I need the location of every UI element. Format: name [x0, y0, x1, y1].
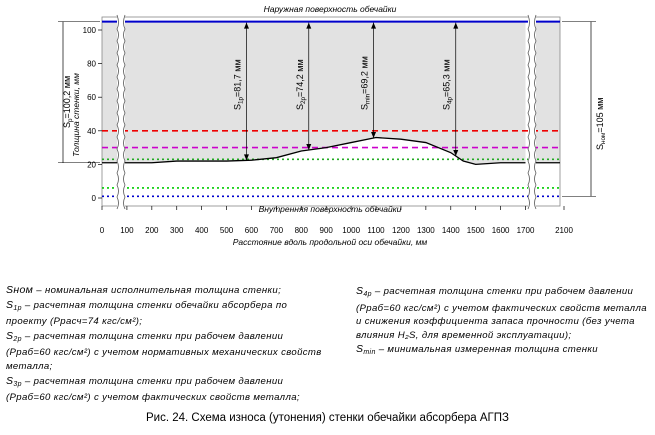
thickness-label-1p: S1p=81,7 мм — [232, 59, 244, 110]
legend-item-s1p: S1p – расчетная толщина стенки обечайки … — [6, 298, 288, 328]
x-tick-label: 1600 — [492, 226, 510, 235]
y-tick-label: 40 — [87, 127, 96, 136]
x-tick-label: 1500 — [467, 226, 485, 235]
x-tick-label: 0 — [100, 226, 105, 235]
y-axis-label: Толщина стенки, мм — [71, 73, 81, 157]
axis-break-edge — [123, 14, 126, 210]
arrowhead-icon — [371, 22, 377, 29]
legend-left: Sном – номинальная исполнительная толщин… — [6, 284, 324, 406]
arrowhead-icon — [453, 150, 459, 156]
x-tick-label: 300 — [170, 226, 184, 235]
inner-surface-title: Внутренняя поверхность обечайки — [259, 204, 402, 214]
right-dimension-label: Sном=105 мм — [595, 98, 607, 150]
x-tick-label: 100 — [120, 226, 134, 235]
wall-region-right — [536, 21, 560, 163]
legend-item-snom: Sном – номинальная исполнительная толщин… — [6, 284, 282, 296]
outer-surface-title: Наружная поверхность обечайки — [264, 4, 397, 14]
arrowhead-icon — [371, 132, 377, 139]
axis-break-edge — [527, 14, 530, 210]
axis-break-2 — [528, 15, 536, 208]
x-tick-label: 200 — [145, 226, 159, 235]
x-tick-label: 600 — [245, 226, 259, 235]
x-tick-label: 900 — [320, 226, 334, 235]
y-tick-label: 0 — [92, 194, 97, 203]
x-tick-label: 1700 — [517, 226, 535, 235]
x-tick-label: 2100 — [555, 226, 573, 235]
legend-item-s3p: S3p – расчетная толщина стенки при рабоч… — [6, 374, 300, 404]
legend-item-smin: Smin – минимальная измеренная толщина ст… — [356, 343, 598, 357]
arrowhead-icon — [306, 143, 312, 150]
x-tick-label: 1300 — [417, 226, 435, 235]
arrowhead-icon — [306, 22, 312, 29]
left-dimension-label: Sp=100,2 мм — [62, 76, 74, 128]
arrowhead-icon — [243, 154, 249, 161]
x-tick-label: 1000 — [342, 226, 360, 235]
thickness-label-4p: S4p=65,3 мм — [442, 59, 454, 110]
x-tick-label: 1100 — [367, 226, 385, 235]
y-tick-label: 20 — [87, 160, 96, 169]
legend-item-s4p: S4p – расчетная толщина стенки при рабоч… — [356, 285, 647, 341]
arrowhead-icon — [453, 22, 459, 29]
y-tick-label: 80 — [87, 60, 96, 69]
x-tick-label: 400 — [195, 226, 209, 235]
x-tick-label: 1200 — [392, 226, 410, 235]
x-tick-label: 1400 — [442, 226, 460, 235]
x-tick-label: 500 — [220, 226, 234, 235]
axis-break-edge — [116, 14, 119, 210]
figure-caption: Рис. 24. Схема износа (утонения) стенки … — [146, 412, 509, 424]
thickness-label-min: Smin=69,2 мм — [360, 56, 372, 110]
axis-break-1 — [117, 15, 125, 208]
y-tick-label: 60 — [87, 93, 96, 102]
wall-region — [102, 21, 526, 165]
wall-profile-line — [102, 136, 526, 166]
thickness-label-2p: S2p=74,2 мм — [295, 59, 307, 110]
x-axis-label: Расстояние вдоль продольной оси обечайки… — [233, 237, 428, 247]
plot-frame — [101, 16, 561, 207]
x-tick-label: 700 — [270, 226, 284, 235]
legend-right: S4p – расчетная толщина стенки при рабоч… — [356, 285, 652, 361]
y-tick-label: 100 — [83, 26, 97, 35]
x-tick-label: 800 — [295, 226, 309, 235]
arrowhead-icon — [243, 22, 249, 29]
legend-item-s2p: S2p – расчетная толщина стенки при рабоч… — [6, 329, 322, 372]
axis-break-edge — [534, 14, 537, 210]
